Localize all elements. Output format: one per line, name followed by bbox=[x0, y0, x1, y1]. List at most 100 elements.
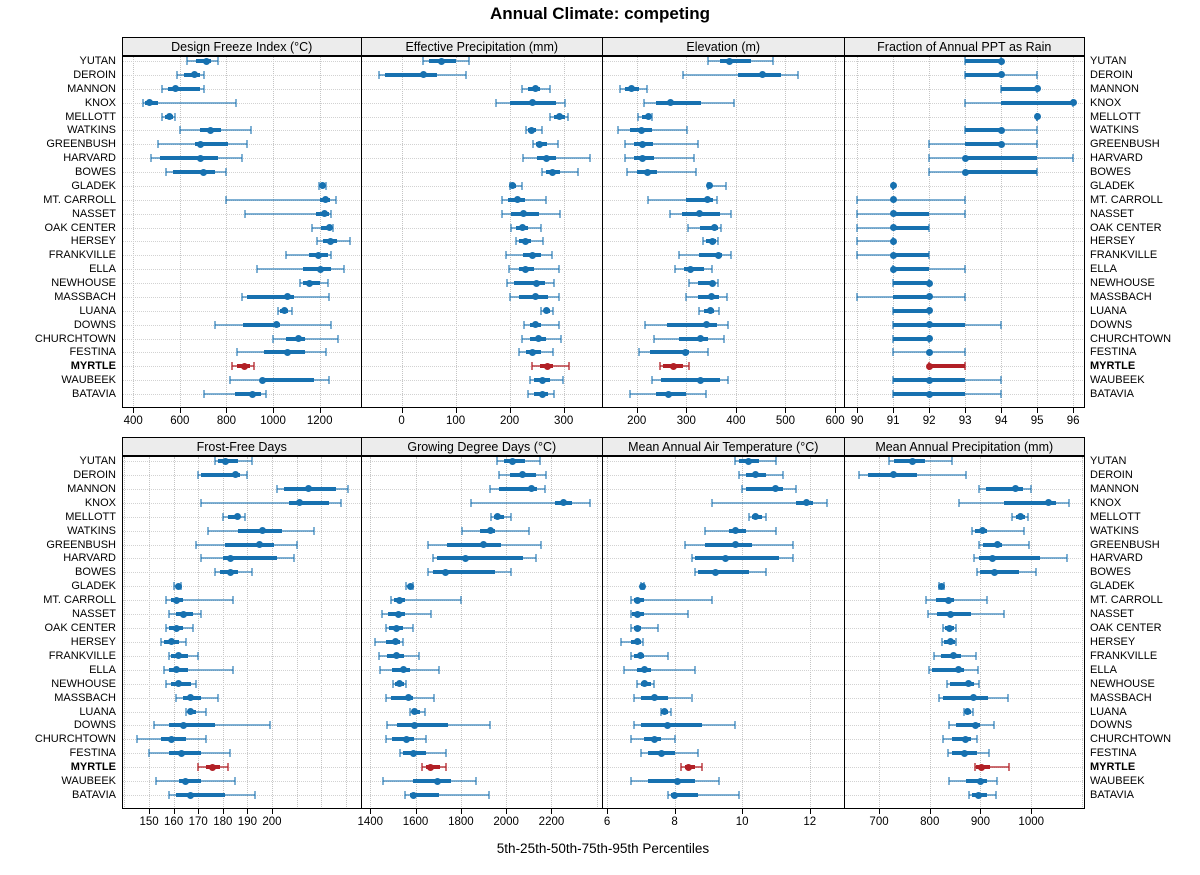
whisker-5th-95th bbox=[925, 599, 988, 602]
median-dot bbox=[256, 541, 264, 548]
whisker-cap-low bbox=[643, 320, 646, 329]
gridline-vertical bbox=[173, 457, 175, 807]
whisker-5th-95th bbox=[627, 171, 696, 173]
median-dot bbox=[949, 652, 957, 660]
median-dot bbox=[521, 265, 529, 273]
whisker-cap-low bbox=[629, 777, 632, 786]
axis-tick-label: 170 bbox=[188, 816, 208, 828]
gridline-horizontal bbox=[123, 711, 360, 713]
median-dot bbox=[772, 485, 780, 493]
median-dot bbox=[248, 390, 256, 398]
whisker-cap-low bbox=[385, 624, 388, 632]
whisker-cap-low bbox=[856, 251, 859, 260]
axis-tick-mark bbox=[273, 408, 275, 413]
whisker-cap-low bbox=[684, 292, 687, 301]
axis-tick-mark bbox=[222, 809, 224, 814]
site-label-left: HERSEY bbox=[70, 635, 116, 648]
whisker-5th-95th bbox=[630, 599, 712, 602]
whisker-cap-high bbox=[733, 98, 736, 107]
site-label-right: HERSEY bbox=[1090, 635, 1136, 648]
site-label-left: NASSET bbox=[71, 608, 116, 621]
whisker-cap-high bbox=[964, 348, 967, 357]
median-dot bbox=[674, 777, 682, 785]
whisker-cap-high bbox=[328, 376, 331, 385]
site-label-right: BOWES bbox=[1090, 166, 1131, 178]
iqr-bar-25th-75th bbox=[1003, 500, 1056, 505]
whisker-cap-low bbox=[856, 195, 859, 204]
axis-tick-mark bbox=[415, 809, 417, 814]
median-dot bbox=[643, 168, 651, 176]
whisker-cap-high bbox=[312, 526, 315, 535]
whisker-cap-low bbox=[629, 390, 632, 398]
whisker-cap-low bbox=[974, 763, 977, 772]
whisker-cap-low bbox=[225, 195, 228, 204]
axis-tick-label: 2200 bbox=[538, 816, 565, 828]
site-label-left: GREENBUSH bbox=[46, 138, 116, 151]
whisker-cap-high bbox=[1072, 154, 1075, 163]
median-dot bbox=[406, 582, 414, 590]
whisker-cap-low bbox=[161, 112, 164, 121]
site-label-right: WAUBEEK bbox=[1090, 775, 1145, 788]
median-dot bbox=[486, 527, 494, 535]
median-dot bbox=[633, 610, 641, 618]
median-dot bbox=[962, 735, 970, 743]
median-dot bbox=[281, 307, 289, 315]
iqr-bar-25th-75th bbox=[698, 570, 749, 575]
gridline-vertical bbox=[460, 457, 462, 807]
site-label-right: YUTAN bbox=[1090, 455, 1127, 467]
site-label-right: BATAVIA bbox=[1090, 789, 1135, 801]
gridline-horizontal bbox=[361, 753, 601, 755]
whisker-5th-95th bbox=[381, 613, 432, 616]
whisker-cap-high bbox=[729, 251, 732, 260]
axis-tick-label: 1200 bbox=[306, 415, 333, 427]
site-label-left: WAUBEEK bbox=[61, 374, 116, 387]
axis-tick-mark bbox=[674, 809, 676, 814]
axis-tick-mark bbox=[857, 408, 859, 413]
gridline-horizontal bbox=[361, 102, 601, 104]
site-label-left: MYRTLE bbox=[70, 360, 116, 373]
whisker-cap-high bbox=[445, 763, 448, 772]
axis-tick-label: 200 bbox=[500, 415, 520, 427]
median-dot bbox=[167, 735, 175, 743]
whisker-cap-high bbox=[417, 651, 420, 660]
median-dot bbox=[543, 362, 551, 370]
axis-tick-label: 400 bbox=[726, 415, 746, 427]
median-dot bbox=[226, 568, 234, 576]
whisker-cap-low bbox=[947, 749, 950, 758]
whisker-cap-high bbox=[229, 749, 232, 758]
whisker-cap-low bbox=[528, 376, 531, 385]
median-dot bbox=[696, 335, 704, 342]
median-dot bbox=[682, 348, 690, 356]
iqr-bar-25th-75th bbox=[176, 793, 226, 797]
whisker-cap-low bbox=[276, 306, 279, 315]
whisker-cap-high bbox=[1036, 70, 1039, 79]
gridline-horizontal bbox=[603, 366, 843, 368]
site-label-left: WATKINS bbox=[67, 524, 116, 537]
median-dot bbox=[393, 624, 401, 632]
median-dot bbox=[187, 708, 195, 715]
iqr-bar-25th-75th bbox=[893, 308, 930, 313]
gridline-horizontal bbox=[361, 488, 601, 490]
whisker-cap-high bbox=[964, 362, 967, 371]
median-dot bbox=[711, 224, 719, 231]
whisker-cap-low bbox=[496, 457, 499, 465]
median-dot bbox=[532, 85, 540, 93]
iqr-bar-25th-75th bbox=[965, 128, 1002, 133]
site-label-right: WATKINS bbox=[1090, 524, 1139, 537]
site-label-left: OAK CENTER bbox=[44, 622, 116, 634]
whisker-cap-high bbox=[543, 484, 546, 493]
whisker-cap-high bbox=[217, 57, 220, 65]
median-dot bbox=[509, 457, 517, 465]
whisker-cap-high bbox=[1036, 140, 1039, 149]
whisker-5th-95th bbox=[523, 323, 559, 326]
iqr-bar-25th-75th bbox=[200, 472, 240, 477]
median-dot bbox=[518, 224, 526, 231]
site-label-left: YUTAN bbox=[79, 55, 116, 67]
whisker-cap-high bbox=[465, 70, 468, 79]
axis-tick-mark bbox=[370, 809, 372, 814]
median-dot bbox=[752, 513, 760, 521]
whisker-cap-low bbox=[408, 707, 411, 716]
median-dot bbox=[437, 57, 445, 65]
whisker-cap-low bbox=[389, 596, 392, 605]
